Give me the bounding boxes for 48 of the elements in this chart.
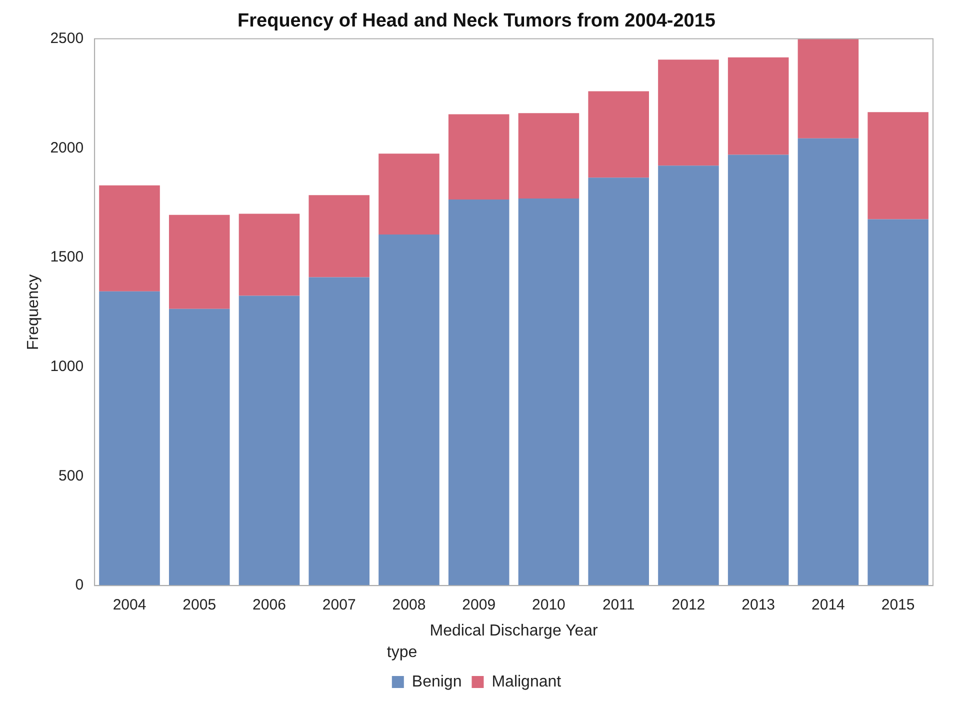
x-tick-label: 2014	[812, 596, 845, 614]
x-axis-title: Medical Discharge Year	[430, 622, 599, 640]
bar	[658, 166, 719, 586]
legend-label: Benign	[412, 673, 462, 690]
x-tick-label: 2009	[462, 596, 496, 614]
x-tick-label: 2013	[742, 596, 776, 614]
x-tick-label: 2005	[182, 596, 216, 614]
bar	[448, 114, 510, 200]
bar	[168, 214, 230, 309]
bar	[99, 185, 160, 292]
bar	[658, 60, 719, 166]
bar	[518, 113, 580, 198]
bar	[308, 195, 370, 278]
bar	[798, 138, 859, 586]
bar	[99, 291, 160, 586]
x-tick-label: 2010	[532, 596, 566, 614]
bar	[308, 277, 370, 586]
bar	[798, 38, 859, 138]
bar	[448, 200, 510, 586]
x-tick-label: 2012	[672, 596, 706, 614]
bar	[728, 154, 789, 586]
bar	[238, 214, 300, 296]
x-tick-label: 2004	[112, 596, 146, 614]
x-tick-label: 2007	[322, 596, 356, 614]
x-tick-label: 2011	[602, 596, 635, 614]
x-tick-label: 2015	[881, 596, 915, 614]
y-axis-title: Frequency	[25, 274, 42, 350]
bar	[168, 308, 230, 586]
y-tick-label: 1000	[50, 358, 84, 376]
bar	[588, 91, 649, 178]
bar	[588, 178, 649, 586]
y-tick-label: 500	[58, 467, 84, 484]
bar	[868, 112, 928, 220]
bar	[378, 234, 440, 586]
y-tick-label: 0	[75, 576, 84, 594]
bar	[378, 154, 440, 235]
y-tick-label: 2000	[50, 139, 84, 156]
legend-label: Malignant	[492, 673, 562, 690]
bar	[728, 57, 789, 155]
bar	[518, 198, 580, 586]
y-tick-label: 1500	[50, 248, 84, 266]
bar	[238, 296, 300, 586]
legend-title: type	[386, 644, 418, 662]
x-tick-label: 2006	[252, 596, 286, 614]
chart-title: Frequency of Head and Neck Tumors from 2004-2015	[238, 10, 716, 32]
bar	[868, 219, 928, 586]
x-tick-label: 2008	[392, 596, 426, 614]
y-tick-label: 2500	[50, 30, 84, 47]
